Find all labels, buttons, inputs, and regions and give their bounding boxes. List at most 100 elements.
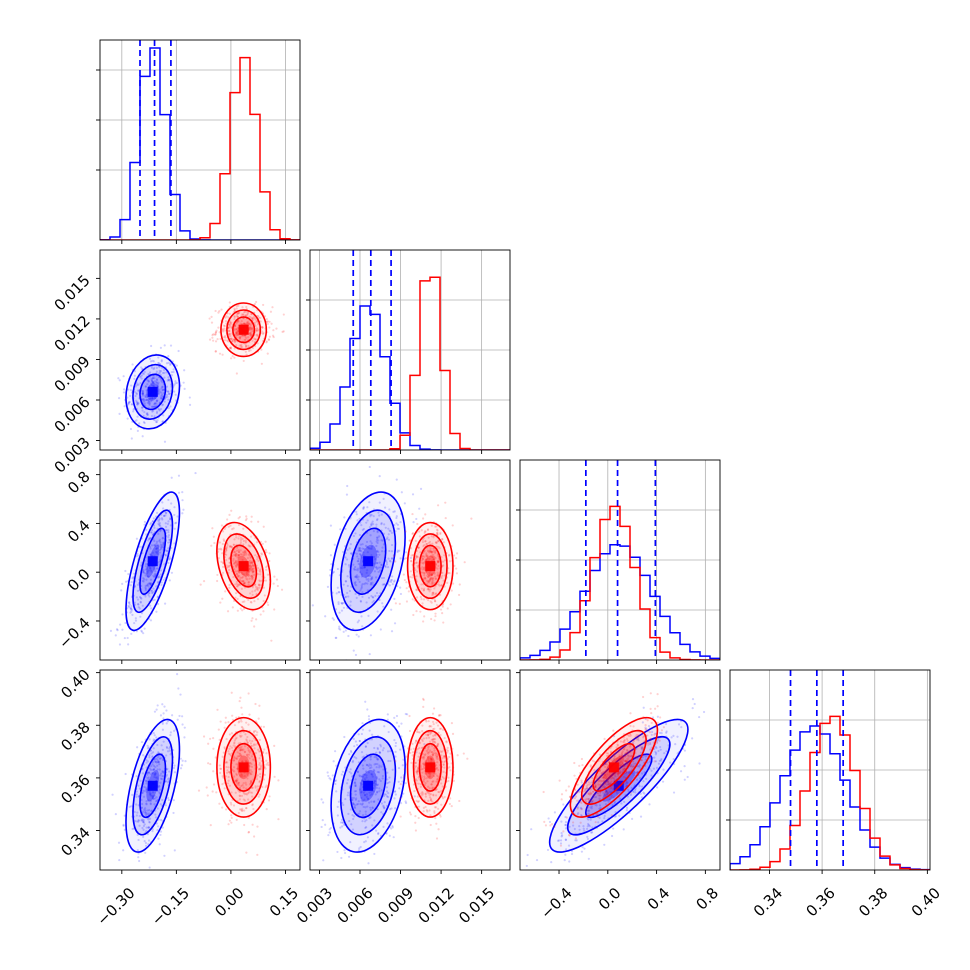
scatter-point: [388, 580, 391, 583]
scatter-point: [390, 578, 394, 582]
scatter-point: [430, 731, 433, 734]
scatter-point: [166, 720, 170, 723]
scatter-point: [159, 803, 162, 806]
scatter-point: [251, 570, 254, 573]
scatter-point: [259, 767, 262, 770]
scatter-point: [420, 529, 423, 532]
scatter-point: [427, 745, 430, 748]
scatter-point: [419, 741, 422, 744]
scatter-point: [362, 755, 366, 758]
scatter-point: [252, 731, 255, 734]
scatter-point: [249, 349, 252, 352]
scatter-point: [362, 773, 366, 776]
scatter-point: [248, 559, 252, 562]
scatter-point: [358, 546, 362, 550]
scatter-point: [265, 759, 268, 762]
scatter-point: [150, 794, 153, 798]
scatter-point: [249, 782, 253, 785]
scatter-point: [235, 344, 238, 347]
scatter-point: [428, 725, 432, 728]
scatter-point: [256, 785, 259, 788]
scatter-point: [146, 777, 149, 780]
scatter-point: [155, 567, 158, 570]
scatter-point: [425, 720, 428, 723]
scatter-point: [154, 544, 157, 548]
scatter-point: [151, 591, 154, 594]
scatter-point: [434, 612, 437, 615]
scatter-point: [137, 795, 140, 798]
scatter-point: [145, 780, 148, 783]
scatter-point: [150, 521, 153, 525]
scatter-point: [565, 789, 568, 792]
scatter-point: [627, 788, 630, 791]
scatter-point: [223, 539, 226, 542]
scatter-point: [146, 412, 149, 415]
scatter-point: [235, 781, 238, 784]
scatter-point: [370, 513, 373, 517]
scatter-point: [378, 475, 381, 478]
scatter-point: [435, 603, 438, 607]
scatter-point: [386, 713, 389, 716]
scatter-point: [166, 746, 169, 750]
scatter-point: [235, 560, 238, 563]
scatter-point: [358, 810, 362, 813]
scatter-point: [381, 546, 384, 549]
scatter-point: [435, 577, 438, 580]
scatter-point: [239, 794, 242, 798]
scatter-point: [160, 387, 163, 390]
scatter-point: [124, 580, 128, 583]
scatter-point: [597, 780, 600, 783]
scatter-point: [149, 582, 152, 585]
scatter-point: [233, 315, 236, 319]
scatter-point: [172, 799, 175, 802]
scatter-point: [222, 751, 225, 754]
scatter-point: [148, 771, 151, 775]
scatter-point: [355, 568, 358, 571]
scatter-point: [162, 541, 165, 544]
scatter-point: [347, 791, 350, 794]
scatter-point: [160, 378, 163, 381]
scatter-point: [147, 539, 150, 542]
scatter-point: [422, 545, 425, 548]
scatter-point: [395, 478, 398, 481]
scatter-point: [240, 553, 243, 556]
scatter-point: [365, 763, 368, 766]
scatter-point: [249, 566, 253, 569]
scatter-point: [604, 803, 608, 806]
scatter-point: [164, 804, 168, 807]
scatter-point: [329, 778, 332, 781]
scatter-point: [118, 858, 121, 862]
scatter-point: [624, 771, 627, 775]
scatter-point: [362, 547, 366, 551]
scatter-point: [359, 566, 363, 569]
scatter-point: [241, 313, 245, 316]
scatter-point: [608, 774, 611, 777]
scatter-point: [446, 746, 449, 749]
scatter-point: [335, 592, 338, 595]
scatter-point: [136, 811, 139, 814]
scatter-point: [254, 786, 257, 789]
scatter-point: [155, 761, 158, 764]
scatter-point: [605, 783, 608, 786]
scatter-point: [237, 570, 241, 573]
scatter-point: [149, 768, 153, 771]
scatter-point: [238, 551, 241, 554]
scatter-point: [409, 575, 412, 578]
scatter-point: [173, 771, 177, 774]
scatter-point: [261, 332, 265, 336]
scatter-point: [228, 346, 231, 350]
scatter-point: [168, 579, 171, 582]
scatter-point: [167, 798, 170, 802]
scatter-point: [431, 738, 434, 741]
scatter-point: [237, 746, 240, 749]
scatter-point: [222, 324, 226, 327]
scatter-point: [453, 564, 456, 567]
scatter-point: [353, 745, 356, 748]
scatter-point: [366, 741, 369, 745]
scatter-point: [420, 746, 423, 749]
scatter-point: [434, 577, 437, 581]
scatter-point: [146, 398, 149, 402]
scatter-point: [653, 733, 656, 736]
scatter-point: [223, 726, 226, 729]
scatter-point: [428, 796, 432, 799]
